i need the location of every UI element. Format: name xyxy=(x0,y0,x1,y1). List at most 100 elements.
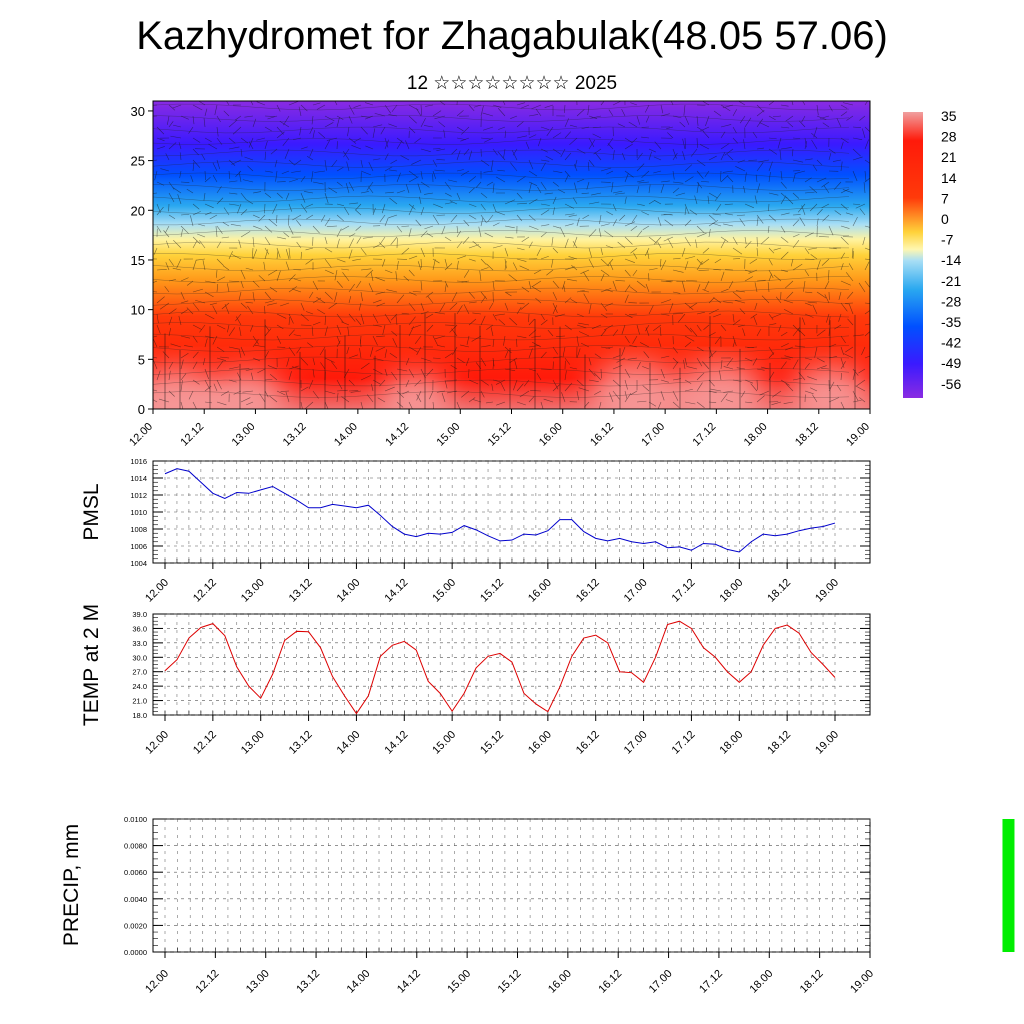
wind-barb xyxy=(384,139,389,150)
wind-barb xyxy=(696,346,704,352)
heatmap-y-tick-label: 25 xyxy=(131,154,145,169)
wind-barb xyxy=(552,280,560,289)
wind-barb xyxy=(563,284,566,293)
wind-barb xyxy=(744,276,754,282)
wind-barb xyxy=(360,268,372,271)
wind-barb xyxy=(244,115,254,118)
wind-barb xyxy=(821,181,830,188)
pmsl-x-tick-label: 18.12 xyxy=(765,577,793,605)
wind-barb xyxy=(660,379,669,383)
wind-barb xyxy=(792,192,800,199)
wind-barb xyxy=(227,283,230,293)
wind-barb xyxy=(612,203,617,212)
wind-barb xyxy=(190,215,194,227)
wind-barb xyxy=(732,319,741,326)
wind-barb xyxy=(516,302,525,305)
wind-barb xyxy=(612,329,619,337)
wind-barb xyxy=(583,293,590,304)
wind-barb xyxy=(264,390,269,398)
pmsl-y-tick-label: 1012 xyxy=(130,491,147,500)
wind-barb xyxy=(624,143,633,150)
wind-barb xyxy=(264,126,272,132)
wind-barb xyxy=(708,214,716,222)
wind-barb xyxy=(773,247,782,251)
wind-barb xyxy=(305,401,314,409)
contour-line xyxy=(153,138,850,145)
wind-barb xyxy=(228,327,236,337)
wind-barb xyxy=(838,313,842,322)
wind-barb xyxy=(708,308,719,315)
wind-barb xyxy=(848,303,854,315)
wind-barb xyxy=(246,199,254,205)
wind-barb xyxy=(264,203,266,214)
wind-barb xyxy=(484,232,494,238)
wind-barb xyxy=(564,297,572,304)
wind-barb xyxy=(324,390,336,395)
wind-barb xyxy=(564,203,575,209)
wind-barb xyxy=(288,203,293,212)
wind-barb xyxy=(408,401,413,409)
wind-barb xyxy=(660,368,665,379)
wind-barb xyxy=(569,137,578,146)
wind-barb xyxy=(852,137,863,140)
pmsl-y-tick-label: 1010 xyxy=(130,508,147,517)
wind-barb xyxy=(564,213,575,216)
wind-barb xyxy=(689,209,698,216)
wind-barb xyxy=(822,122,830,128)
wind-barb xyxy=(461,280,470,283)
wind-barb xyxy=(336,238,340,249)
wind-barb xyxy=(288,365,299,370)
pmsl-x-tick-label: 13.00 xyxy=(239,577,267,605)
wind-barb xyxy=(840,111,848,117)
wind-barb xyxy=(504,225,515,229)
wind-barb xyxy=(672,148,677,159)
wind-barb xyxy=(516,121,524,128)
wind-barb xyxy=(326,225,338,227)
temp-x-tick-label: 12.00 xyxy=(143,729,171,757)
wind-barb xyxy=(227,324,230,333)
wind-barb xyxy=(516,247,525,251)
wind-barb xyxy=(696,258,703,265)
wind-barb xyxy=(314,170,326,173)
wind-barb xyxy=(269,286,278,293)
wind-barb xyxy=(420,104,423,116)
wind-barb xyxy=(630,102,638,106)
wind-barb xyxy=(811,139,818,150)
wind-barb xyxy=(659,258,662,268)
wind-barb xyxy=(712,222,722,227)
wind-barb xyxy=(220,390,230,396)
wind-barb xyxy=(768,115,776,121)
wind-barb xyxy=(480,390,485,398)
wind-barb xyxy=(720,393,728,403)
wind-barb xyxy=(672,346,678,354)
wind-barb xyxy=(540,232,547,238)
wind-barb xyxy=(223,110,230,117)
wind-barb xyxy=(285,249,290,260)
temp-y-tick-label: 39.0 xyxy=(132,610,147,619)
wind-barb xyxy=(364,102,374,106)
wind-barb xyxy=(172,104,182,109)
wind-barb xyxy=(180,401,184,409)
pmsl-x-tick-label: 18.00 xyxy=(717,577,745,605)
wind-barb xyxy=(153,280,158,283)
wind-barb xyxy=(341,225,350,231)
wind-barb xyxy=(388,214,398,218)
wind-barb xyxy=(250,372,254,381)
wind-barb xyxy=(564,238,569,249)
wind-barb xyxy=(379,379,386,387)
wind-barb xyxy=(576,217,580,227)
wind-barb xyxy=(621,108,626,117)
wind-barb xyxy=(715,192,722,201)
wind-barb xyxy=(221,302,230,310)
wind-barb xyxy=(696,261,703,271)
wind-barb xyxy=(636,361,641,370)
wind-barb xyxy=(288,225,294,235)
wind-barb xyxy=(372,244,380,249)
wind-barb xyxy=(360,291,363,302)
wind-barb xyxy=(768,214,777,222)
wind-barb xyxy=(356,236,362,244)
wind-barb xyxy=(533,269,542,275)
wind-barb xyxy=(600,269,610,276)
wind-barb xyxy=(488,302,494,310)
wind-barb xyxy=(615,280,626,282)
